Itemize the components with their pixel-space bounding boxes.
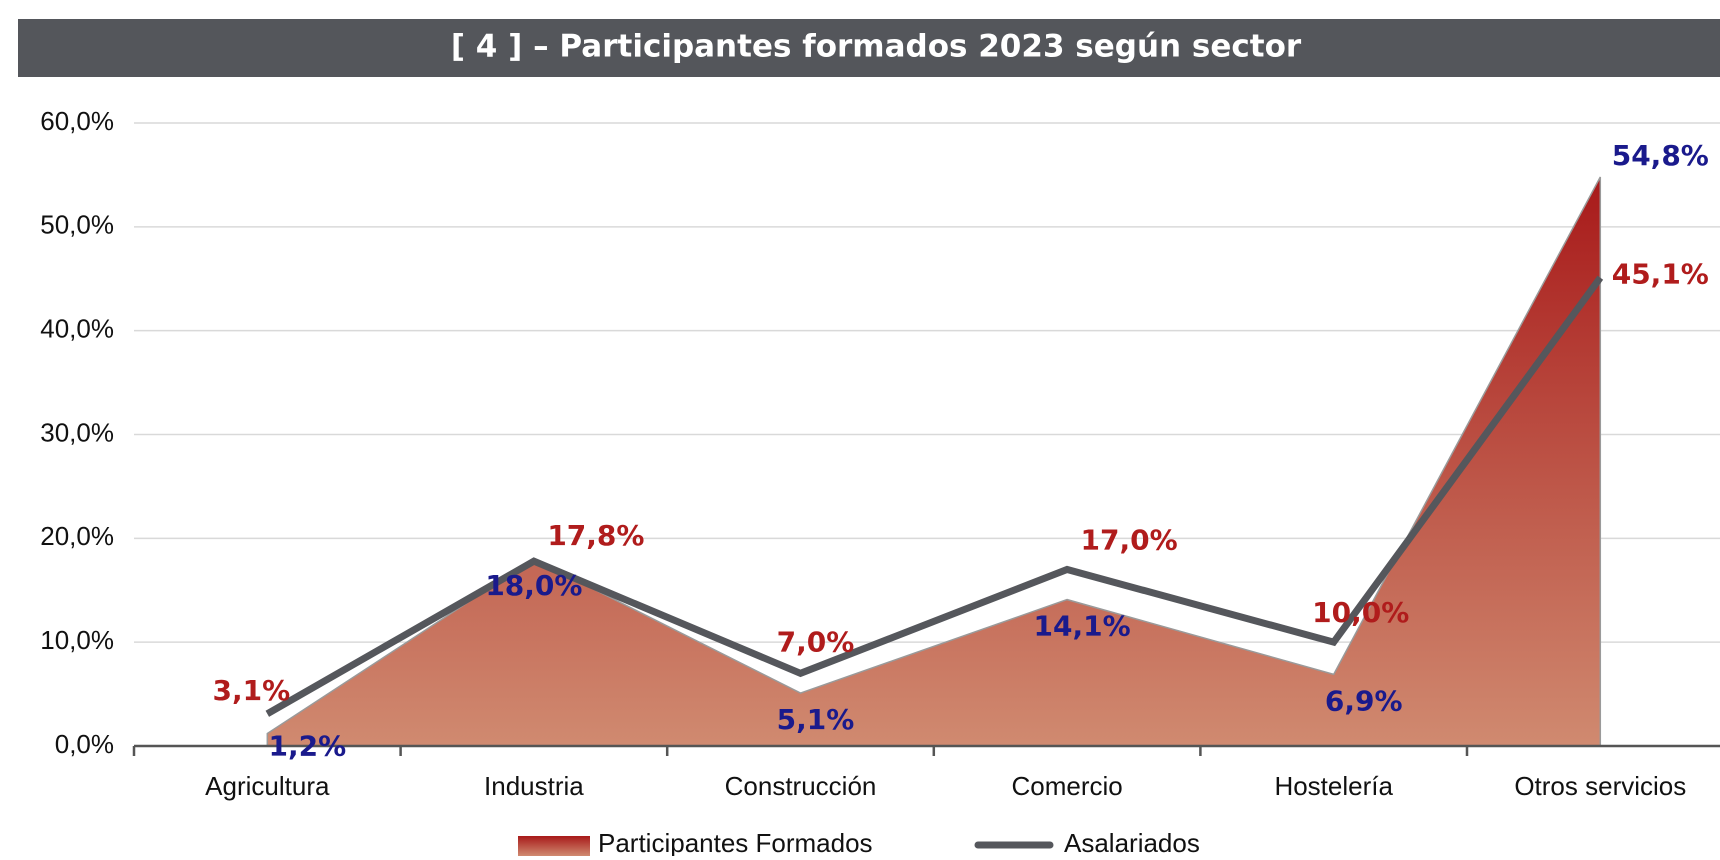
line-value-label: 7,0% (777, 625, 855, 658)
y-tick-label: 30,0% (40, 417, 114, 447)
line-value-label: 17,0% (1081, 523, 1178, 556)
y-tick-label: 60,0% (40, 106, 114, 136)
area-value-label: 1,2% (268, 730, 346, 763)
line-value-label: 17,8% (547, 519, 644, 552)
chart-title: [ 4 ] – Participantes formados 2023 segú… (451, 29, 1302, 65)
x-tick-label: Construcción (725, 771, 877, 801)
x-tick-label: Hostelería (1274, 771, 1393, 801)
line-value-label: 10,0% (1312, 596, 1409, 629)
area-value-label: 54,8% (1612, 139, 1709, 172)
x-tick-label: Comercio (1011, 771, 1122, 801)
area-value-label: 5,1% (777, 703, 855, 736)
y-tick-label: 40,0% (40, 314, 114, 344)
x-tick-label: Agricultura (205, 771, 330, 801)
y-tick-label: 20,0% (40, 521, 114, 551)
legend-label: Participantes Formados (598, 828, 873, 856)
area (266, 176, 1602, 747)
line-value-label: 3,1% (212, 674, 290, 707)
legend-swatch (518, 836, 590, 856)
y-tick-label: 10,0% (40, 625, 114, 655)
legend-label: Asalariados (1064, 828, 1200, 856)
line-value-label: 45,1% (1612, 258, 1709, 291)
y-tick-label: 50,0% (40, 210, 114, 240)
title-bar (18, 19, 1720, 77)
area-value-label: 6,9% (1325, 684, 1403, 717)
area-value-label: 18,0% (485, 569, 582, 602)
y-tick-label: 0,0% (55, 729, 114, 759)
x-tick-label: Otros servicios (1514, 771, 1686, 801)
line (265, 275, 1604, 717)
area-value-label: 14,1% (1034, 610, 1131, 643)
x-tick-label: Industria (484, 771, 584, 801)
